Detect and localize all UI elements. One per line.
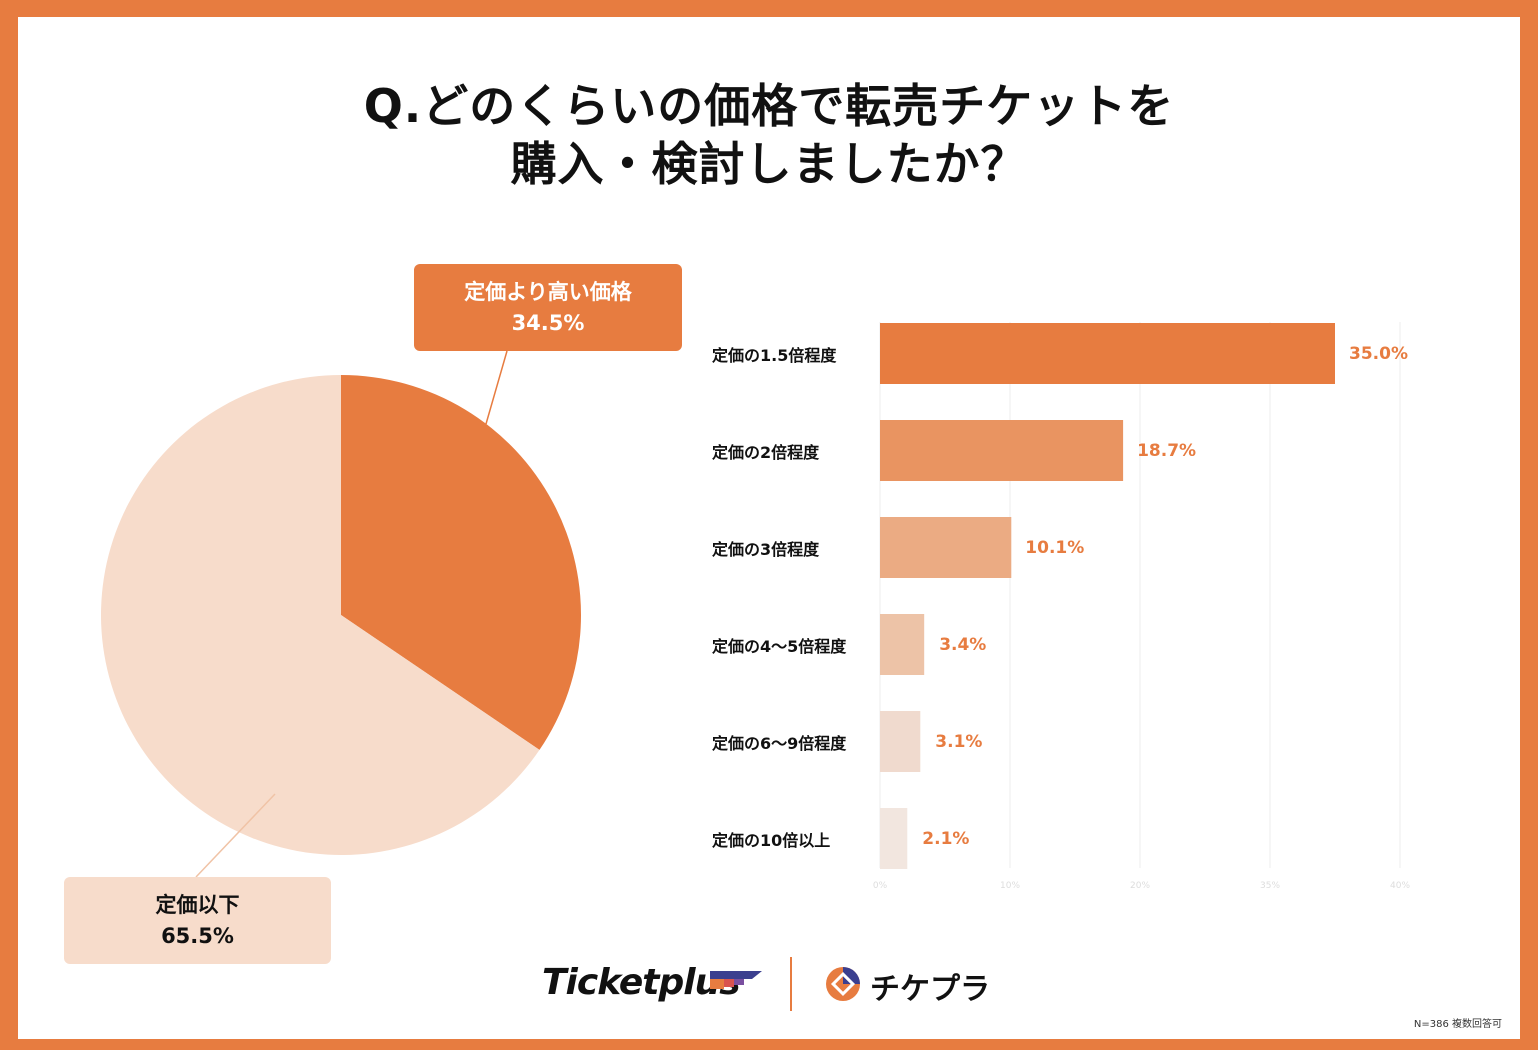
leader-line-above — [485, 350, 508, 425]
leader-line-below — [195, 793, 276, 878]
bar-5 — [880, 808, 908, 869]
bar-value-label: 18.7% — [1137, 440, 1197, 461]
bar-category-label: 定価の1.5倍程度 — [712, 345, 837, 365]
bar-2 — [880, 517, 1012, 578]
bar-value-label: 3.4% — [939, 634, 987, 655]
footnote: N=386 複数回答可 — [1413, 1019, 1502, 1030]
x-tick-label: 35% — [1259, 881, 1281, 891]
bar-category-label: 定価の10倍以上 — [712, 830, 831, 850]
x-tick-label: 20% — [1129, 881, 1151, 891]
ticketplus-logo-mark — [710, 971, 762, 989]
callout-label: 定価より高い価格 — [464, 280, 632, 304]
bar-value-label: 2.1% — [922, 828, 970, 849]
bar-3 — [880, 614, 925, 675]
bar-category-label: 定価の6〜9倍程度 — [712, 733, 847, 753]
bar-category-label: 定価の3倍程度 — [712, 539, 820, 559]
bar-4 — [880, 711, 921, 772]
bar-value-label: 35.0% — [1349, 343, 1408, 364]
title-line-2: 購入・検討しましたか？ — [510, 137, 1028, 191]
logo-divider — [790, 957, 792, 1011]
callout-value: 34.5% — [511, 311, 585, 335]
callout-above-price: 定価より高い価格 34.5% — [414, 264, 682, 351]
x-tick-label: 0% — [872, 881, 888, 891]
x-tick-label: 10% — [999, 881, 1021, 891]
chikepura-logo-icon — [826, 967, 860, 1001]
chikepura-logo: チケプラ — [870, 972, 990, 1007]
title-line-1: Q.どのくらいの価格で転売チケットを — [363, 79, 1175, 133]
x-tick-label: 40% — [1389, 881, 1411, 891]
bar-category-label: 定価の2倍程度 — [712, 442, 820, 462]
callout-value: 65.5% — [161, 924, 234, 948]
bar-category-label: 定価の4〜5倍程度 — [712, 636, 847, 656]
pie-slice-1 — [101, 375, 540, 855]
bar-1 — [880, 420, 1124, 481]
callout-below-price: 定価以下 65.5% — [64, 877, 331, 964]
bar-0 — [880, 323, 1335, 384]
ticketplus-logo: Ticketplus — [542, 962, 741, 1003]
pie-slice-0 — [341, 375, 581, 750]
bar-value-label: 10.1% — [1025, 537, 1085, 558]
bar-value-label: 3.1% — [935, 731, 983, 752]
callout-label: 定価以下 — [155, 893, 240, 917]
